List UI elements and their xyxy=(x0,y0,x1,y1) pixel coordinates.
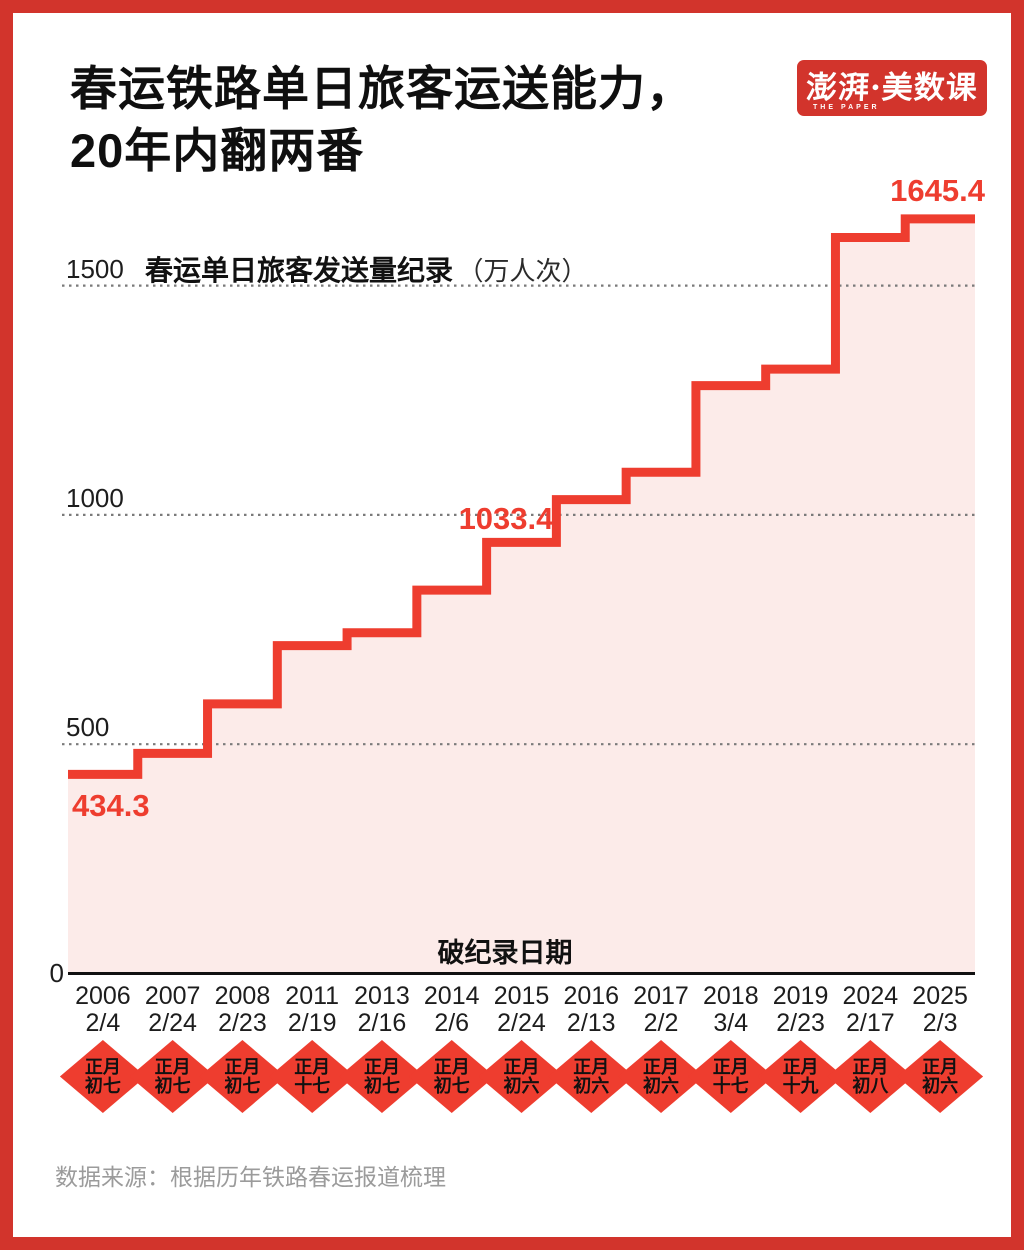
x-tick-year: 2017 xyxy=(633,982,689,1010)
x-tick-2014: 2014 2/6 xyxy=(407,983,497,1037)
x-tick-date: 2/23 xyxy=(218,1009,267,1037)
lunar-line2: 初六 xyxy=(503,1075,540,1096)
lunar-line1: 正月 xyxy=(922,1056,959,1077)
chart-legend: 春运单日旅客发送量纪录 （万人次） xyxy=(145,255,588,287)
lunar-line2: 初八 xyxy=(852,1075,889,1096)
x-tick-date: 2/16 xyxy=(357,1009,407,1037)
y-tick-1000: 1000 xyxy=(66,482,124,513)
x-tick-date: 2/23 xyxy=(776,1009,825,1037)
x-tick-year: 2019 xyxy=(772,982,829,1010)
page-title: 春运铁路单日旅客运送能力， 20年内翻两番 xyxy=(70,58,694,182)
x-tick-2024: 2024 2/17 xyxy=(825,983,915,1037)
y-tick-0: 0 xyxy=(49,957,64,988)
page-title-line2: 20年内翻两番 xyxy=(70,124,365,177)
lunar-line1: 正月 xyxy=(712,1056,749,1077)
area-fill xyxy=(68,218,975,974)
lunar-line2: 十七 xyxy=(712,1075,749,1096)
x-tick-date: 2/24 xyxy=(497,1009,546,1037)
x-tick-date: 2/3 xyxy=(922,1009,958,1037)
data-source-note: 数据来源：根据历年铁路春运报道梳理 xyxy=(55,1164,446,1190)
lunar-line1: 正月 xyxy=(782,1056,819,1077)
legend-series-label: 春运单日旅客发送量纪录 xyxy=(145,255,454,286)
value-label-2006: 434.3 xyxy=(72,788,150,824)
lunar-line2: 初七 xyxy=(84,1075,121,1096)
page-title-line1: 春运铁路单日旅客运送能力， xyxy=(70,62,694,115)
lunar-line1: 正月 xyxy=(852,1056,889,1077)
x-tick-2006: 2006 2/4 xyxy=(58,983,148,1037)
thepaper-meishuke-logo: 澎湃·美数课 THE PAPER xyxy=(797,60,987,116)
lunar-date-diamond-2025: 正月 初六 xyxy=(897,1040,984,1113)
y-tick-500: 500 xyxy=(66,712,110,743)
x-tick-year: 2006 xyxy=(75,982,131,1010)
lunar-line2: 初六 xyxy=(643,1075,680,1096)
x-tick-2013: 2013 2/16 xyxy=(337,983,427,1037)
x-tick-2018: 2018 3/4 xyxy=(686,983,776,1037)
x-tick-date: 2/17 xyxy=(846,1009,895,1037)
x-tick-year: 2014 xyxy=(423,982,480,1010)
lunar-line2: 初七 xyxy=(433,1075,470,1096)
x-tick-year: 2018 xyxy=(702,982,759,1010)
lunar-line2: 十九 xyxy=(782,1075,819,1096)
lunar-line1: 正月 xyxy=(643,1056,680,1077)
x-tick-date: 2/4 xyxy=(85,1009,121,1037)
x-tick-2017: 2017 2/2 xyxy=(616,983,706,1037)
x-axis-title: 破纪录日期 xyxy=(437,938,573,968)
x-tick-year: 2024 xyxy=(842,982,899,1010)
lunar-line1: 正月 xyxy=(294,1056,331,1077)
lunar-line2: 初七 xyxy=(154,1075,191,1096)
lunar-line2: 初七 xyxy=(363,1075,400,1096)
x-tick-year: 2011 xyxy=(285,982,340,1010)
lunar-line1: 正月 xyxy=(503,1056,540,1077)
x-tick-2011: 2011 2/19 xyxy=(267,983,357,1037)
lunar-line1: 正月 xyxy=(154,1056,191,1077)
lunar-line1: 正月 xyxy=(363,1056,400,1077)
logo-subtext: THE PAPER xyxy=(813,104,880,111)
lunar-line1: 正月 xyxy=(84,1056,121,1077)
x-tick-2008: 2008 2/23 xyxy=(197,983,287,1037)
x-tick-date: 2/24 xyxy=(148,1009,197,1037)
x-tick-year: 2008 xyxy=(214,982,271,1010)
x-tick-year: 2007 xyxy=(144,982,201,1010)
legend-unit-label: （万人次） xyxy=(457,256,588,286)
x-tick-date: 2/6 xyxy=(434,1009,470,1037)
x-tick-2016: 2016 2/13 xyxy=(546,983,636,1037)
x-tick-year: 2015 xyxy=(493,982,550,1010)
lunar-line2: 初六 xyxy=(922,1075,959,1096)
x-tick-date: 2/2 xyxy=(643,1009,679,1037)
x-tick-date: 2/13 xyxy=(566,1009,616,1037)
y-tick-1500: 1500 xyxy=(66,253,124,284)
x-tick-year: 2013 xyxy=(354,982,410,1010)
step-line xyxy=(68,214,975,779)
x-tick-2019: 2019 2/23 xyxy=(756,983,846,1037)
x-tick-2025: 2025 2/3 xyxy=(895,983,985,1037)
value-label-2016: 1033.4 xyxy=(458,500,554,536)
lunar-line1: 正月 xyxy=(573,1056,610,1077)
x-tick-year: 2025 xyxy=(912,982,968,1010)
lunar-line1: 正月 xyxy=(433,1056,470,1077)
lunar-line1: 正月 xyxy=(224,1056,261,1077)
x-tick-2015: 2015 2/24 xyxy=(477,983,567,1037)
x-tick-year: 2016 xyxy=(563,982,620,1010)
x-tick-date: 3/4 xyxy=(713,1009,749,1037)
logo-wordmark: 澎湃·美数课 xyxy=(805,69,979,106)
lunar-line2: 十七 xyxy=(294,1075,331,1096)
lunar-line2: 初七 xyxy=(224,1075,261,1096)
value-label-2025: 1645.4 xyxy=(890,172,985,208)
x-tick-date: 2/19 xyxy=(287,1009,337,1037)
lunar-line2: 初六 xyxy=(573,1075,610,1096)
x-tick-2007: 2007 2/24 xyxy=(128,983,218,1037)
